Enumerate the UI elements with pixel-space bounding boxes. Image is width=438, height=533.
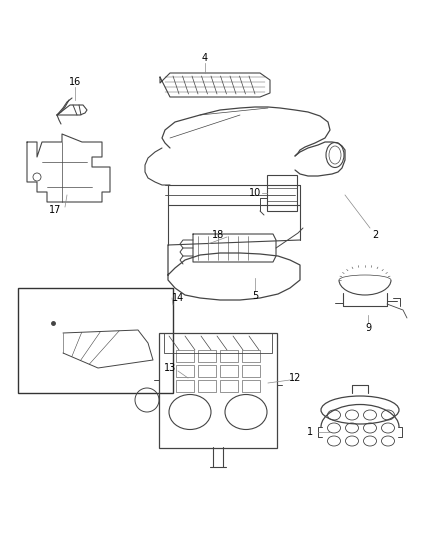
Text: 4: 4 (202, 53, 208, 63)
Text: 18: 18 (212, 230, 224, 240)
Bar (198, 380, 216, 392)
Bar (242, 350, 260, 362)
Bar (176, 350, 194, 362)
Text: 12: 12 (289, 373, 301, 383)
Text: 13: 13 (164, 363, 176, 373)
Bar (220, 365, 238, 377)
Text: 17: 17 (49, 205, 61, 215)
Bar (176, 380, 194, 392)
Bar (18, 288, 173, 393)
Bar (242, 380, 260, 392)
Bar (220, 350, 238, 362)
Text: 10: 10 (249, 188, 261, 198)
Text: 2: 2 (372, 230, 378, 240)
Bar (220, 380, 238, 392)
Text: 14: 14 (172, 293, 184, 303)
Bar (242, 365, 260, 377)
Bar (267, 175, 297, 211)
Text: 1: 1 (307, 427, 313, 437)
Text: 5: 5 (252, 291, 258, 301)
Bar (159, 333, 277, 448)
Bar (176, 365, 194, 377)
Text: 9: 9 (365, 323, 371, 333)
Bar (164, 333, 272, 353)
Bar (198, 350, 216, 362)
Bar (198, 365, 216, 377)
Text: 16: 16 (69, 77, 81, 87)
